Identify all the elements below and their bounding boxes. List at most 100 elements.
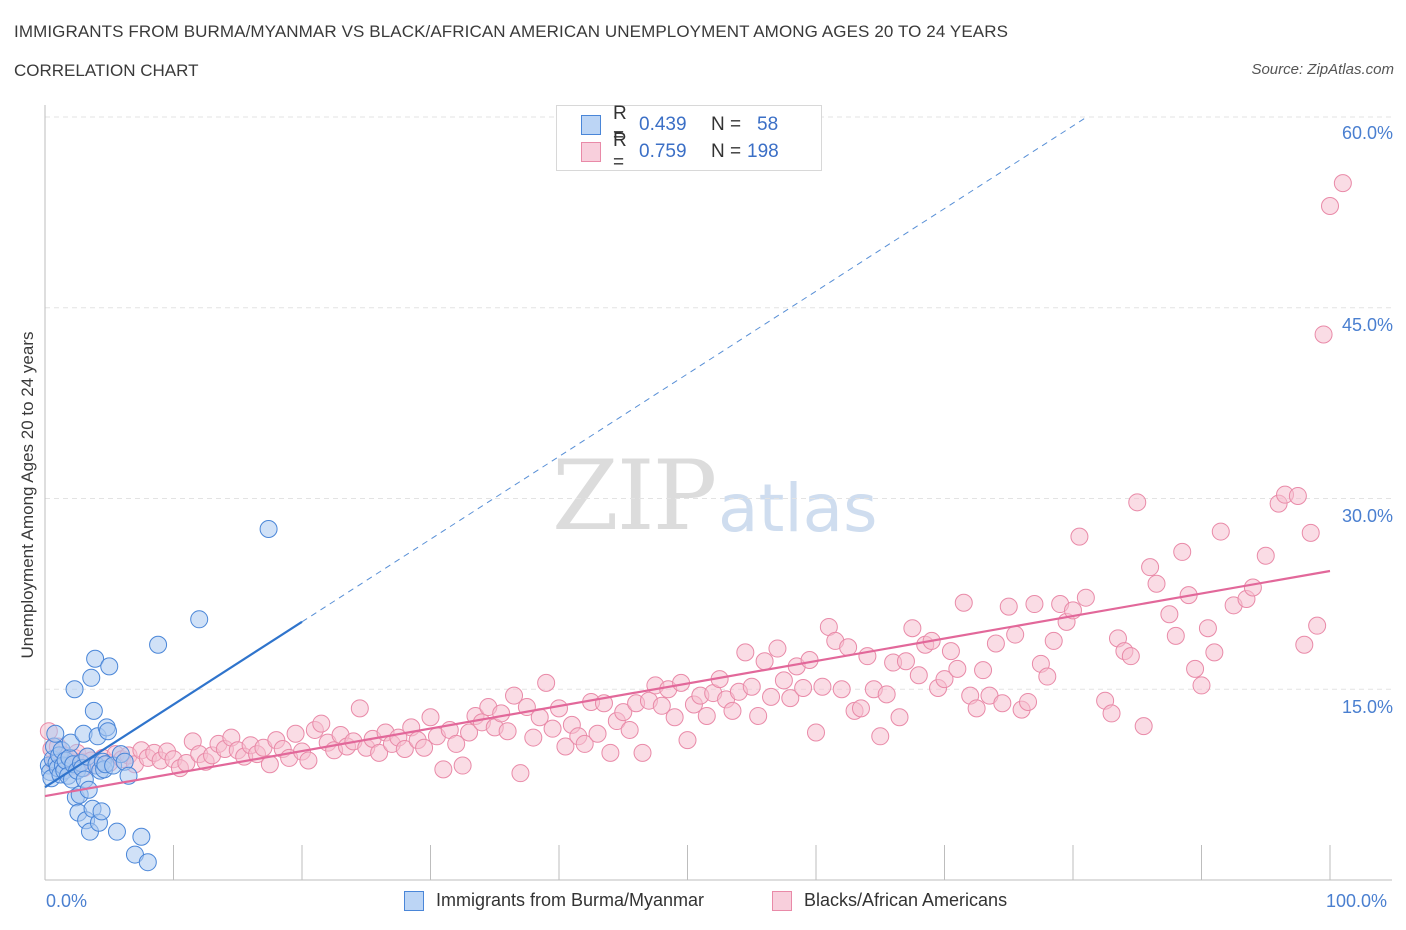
data-point-blue	[84, 701, 103, 720]
data-point-pink	[537, 673, 556, 692]
data-point-pink	[614, 703, 633, 722]
legend-item-black-african-american: Blacks/African Americans	[772, 890, 1007, 911]
data-point-pink	[871, 727, 890, 746]
data-point-blue	[92, 802, 111, 821]
data-point-pink	[505, 686, 524, 705]
data-point-pink	[1192, 676, 1211, 695]
data-point-pink	[652, 696, 671, 715]
series-blue-points	[39, 520, 278, 872]
data-point-pink	[588, 724, 607, 743]
data-point-blue	[138, 853, 157, 872]
data-point-pink	[1070, 527, 1089, 546]
n-label: N =	[711, 141, 742, 162]
trend-line-blue	[44, 620, 303, 789]
data-point-pink	[1141, 558, 1160, 577]
legend-swatch-pink	[772, 890, 792, 911]
trend-line-blue-dashed	[301, 117, 1087, 623]
data-point-pink	[794, 678, 813, 697]
y-tick-label: 60.0%	[1341, 123, 1393, 143]
data-point-pink	[851, 699, 870, 718]
watermark-atlas: atlas	[718, 470, 878, 547]
data-point-pink	[1121, 647, 1140, 666]
series-legend: Immigrants from Burma/Myanmar Blacks/Afr…	[0, 890, 1406, 914]
x-tick-label: 100.0%	[1326, 891, 1388, 911]
data-point-pink	[1147, 574, 1166, 593]
data-point-pink	[312, 714, 331, 733]
data-point-pink	[781, 689, 800, 708]
data-point-pink	[1205, 643, 1224, 662]
data-point-pink	[665, 708, 684, 727]
data-point-pink	[1173, 542, 1192, 561]
data-point-pink	[1321, 197, 1339, 216]
data-point-pink	[1243, 578, 1262, 597]
data-point-blue	[98, 722, 117, 741]
data-point-pink	[1006, 625, 1025, 644]
data-point-blue	[86, 649, 105, 668]
series-pink-points	[39, 174, 1352, 783]
trend-line-pink	[44, 569, 1331, 798]
legend-swatch-blue	[581, 115, 601, 135]
data-point-pink	[524, 728, 543, 747]
data-point-pink	[447, 734, 466, 753]
data-point-blue	[100, 657, 119, 676]
data-point-pink	[453, 756, 472, 775]
data-point-pink	[550, 699, 568, 718]
data-point-blue	[46, 724, 65, 743]
data-point-pink	[575, 734, 594, 753]
data-point-pink	[1128, 493, 1147, 512]
data-point-pink	[1333, 174, 1352, 193]
data-point-pink	[460, 723, 479, 742]
data-point-pink	[762, 687, 781, 706]
data-point-blue	[65, 680, 84, 699]
legend-label: Blacks/African Americans	[804, 890, 1008, 910]
data-point-pink	[742, 677, 761, 696]
data-point-pink	[807, 723, 825, 742]
data-point-pink	[723, 701, 742, 720]
n-value: 58	[757, 114, 779, 135]
data-point-blue	[132, 827, 151, 846]
data-point-pink	[935, 670, 954, 689]
data-point-pink	[755, 652, 774, 671]
data-point-pink	[1256, 546, 1275, 565]
data-point-pink	[1019, 692, 1038, 711]
data-point-pink	[1211, 522, 1230, 541]
data-point-pink	[633, 743, 652, 762]
data-point-pink	[909, 666, 928, 685]
data-point-pink	[1301, 523, 1320, 542]
data-point-pink	[395, 740, 414, 759]
data-point-pink	[1198, 619, 1217, 638]
data-point-pink	[498, 722, 517, 741]
data-point-pink	[350, 699, 369, 718]
data-point-pink	[768, 639, 787, 658]
data-point-pink	[1186, 659, 1205, 678]
data-point-pink	[1044, 631, 1063, 650]
data-point-pink	[903, 619, 922, 638]
y-tick-label: 30.0%	[1341, 506, 1393, 526]
data-point-pink	[370, 743, 389, 762]
r-value: 0.759	[639, 141, 687, 162]
data-point-pink	[511, 764, 530, 783]
legend-row-pink: R = 0.759 N = 198	[581, 130, 779, 173]
data-point-pink	[993, 694, 1012, 713]
data-point-pink	[954, 593, 973, 612]
data-point-blue	[149, 635, 168, 654]
data-point-pink	[492, 704, 511, 723]
data-point-pink	[299, 751, 318, 770]
data-point-pink	[999, 597, 1018, 616]
r-value: 0.439	[639, 114, 687, 135]
data-point-pink	[556, 737, 575, 756]
y-axis-label: Unemployment Among Ages 20 to 24 years	[18, 331, 37, 659]
data-point-pink	[415, 738, 434, 757]
data-point-pink	[1295, 635, 1314, 654]
data-point-pink	[813, 677, 832, 696]
data-point-pink	[1076, 588, 1095, 607]
data-point-pink	[736, 643, 755, 662]
data-point-pink	[967, 699, 986, 718]
trend-line-blue-extension	[301, 117, 1087, 623]
data-point-pink	[896, 652, 915, 671]
data-point-pink	[890, 708, 909, 727]
data-point-pink	[948, 659, 967, 678]
correlation-legend: R = 0.439 N = 58 R = 0.759 N = 198	[556, 103, 822, 173]
data-point-pink	[286, 724, 305, 743]
